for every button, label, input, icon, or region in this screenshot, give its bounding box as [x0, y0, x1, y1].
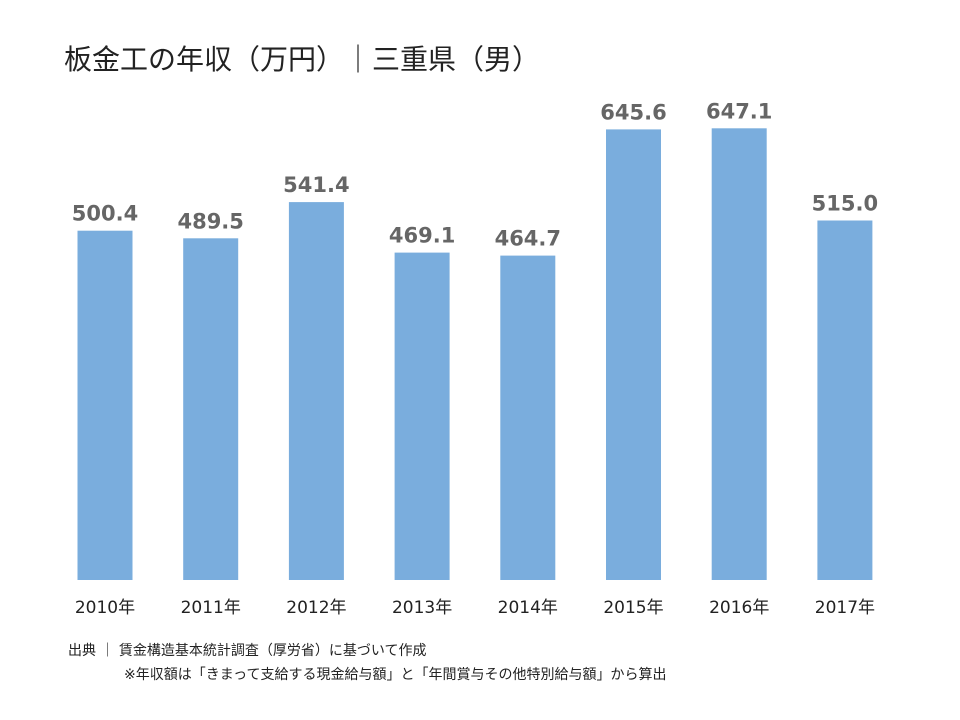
bar-value-label-4: 464.7 [495, 227, 561, 251]
x-tick-label-7: 2017年 [815, 598, 875, 618]
bar-4 [500, 255, 556, 580]
bar-value-label-7: 515.0 [812, 192, 878, 216]
calculation-note: ※年収額は「きまって支給する現金給与額」と「年間賞与その他特別給与額」から算出 [124, 667, 667, 683]
bar-value-label-2: 541.4 [283, 173, 349, 197]
bar-3 [394, 252, 450, 580]
chart-title: 板金工の年収（万円）｜三重県（男） [64, 43, 541, 76]
x-tick-label-1: 2011年 [181, 598, 241, 618]
bar-value-label-3: 469.1 [389, 224, 455, 248]
bar-value-label-1: 489.5 [177, 209, 243, 233]
bar-value-label-6: 647.1 [706, 99, 772, 123]
bar-6 [711, 128, 767, 581]
x-tick-label-6: 2016年 [709, 598, 769, 618]
bar-5 [606, 129, 661, 580]
bar-2 [288, 202, 344, 580]
bar-7 [817, 220, 873, 580]
bar-0 [77, 230, 133, 580]
x-tick-label-3: 2013年 [392, 598, 452, 618]
source-note: 出典 ｜ 賃金構造基本統計調査（厚労省）に基づいて作成 [68, 643, 427, 659]
x-tick-label-5: 2015年 [603, 598, 663, 618]
bar-value-label-5: 645.6 [600, 100, 666, 124]
bar-1 [183, 238, 239, 581]
x-tick-label-2: 2012年 [286, 598, 346, 618]
bar-value-label-0: 500.4 [72, 202, 138, 226]
x-tick-label-0: 2010年 [75, 598, 135, 618]
x-tick-label-4: 2014年 [498, 598, 558, 618]
